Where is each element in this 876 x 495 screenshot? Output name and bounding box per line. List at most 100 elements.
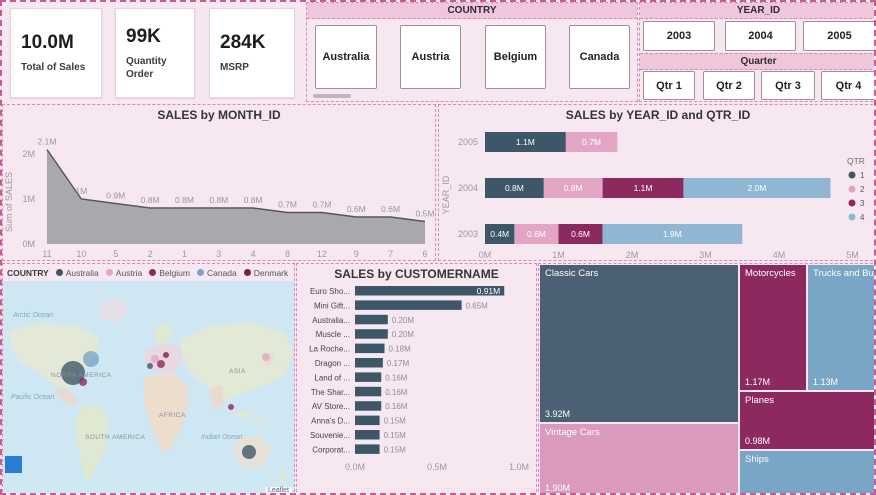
svg-text:0.9M: 0.9M xyxy=(106,191,125,201)
legend-swatch-q3[interactable] xyxy=(848,199,856,207)
customer-bar-chart[interactable]: Euro Sho... 0.91M Mini Gift... 0.65M Austral… xyxy=(297,281,536,493)
country-slicer-header: COUNTRY xyxy=(307,3,637,19)
customer-bar-11[interactable] xyxy=(355,444,380,454)
svg-text:0.18M: 0.18M xyxy=(389,345,412,354)
bar-segment-2003-q1[interactable] xyxy=(485,224,515,244)
customer-bar-10[interactable] xyxy=(355,430,380,440)
map-bubble[interactable] xyxy=(147,363,153,369)
map-bubble[interactable] xyxy=(61,361,85,385)
country-option-austria[interactable]: Austria xyxy=(400,25,461,89)
treemap-block-ships[interactable]: Ships xyxy=(740,451,874,493)
customer-bar-5[interactable] xyxy=(355,358,383,368)
country-option-canada[interactable]: Canada xyxy=(569,25,630,89)
svg-text:2: 2 xyxy=(148,249,153,259)
customer-bar-9[interactable] xyxy=(355,415,380,426)
map-bubble[interactable] xyxy=(228,404,234,410)
legend-item-label: Australia xyxy=(65,267,99,278)
month-sales-area-chart[interactable]: Sum of SALES 0M 1M 2M2.1M 11 1M 10 0.9M 5 0.8M 2 0.… xyxy=(3,122,435,261)
svg-text:0.17M: 0.17M xyxy=(387,359,410,368)
svg-text:0.91M: 0.91M xyxy=(477,286,501,296)
bar-segment-2004-q3[interactable] xyxy=(602,178,684,198)
svg-text:8: 8 xyxy=(285,249,290,259)
year-option-2005[interactable]: 2005 xyxy=(803,21,874,51)
country-option-australia[interactable]: Australia xyxy=(315,25,377,89)
svg-text:2005: 2005 xyxy=(458,137,478,147)
svg-text:0.8M: 0.8M xyxy=(175,195,194,205)
legend-item-canada[interactable]: Canada xyxy=(196,268,237,278)
map-bubble[interactable] xyxy=(242,445,256,459)
quarter-option-qtr-3[interactable]: Qtr 3 xyxy=(761,71,815,100)
area-series[interactable] xyxy=(47,149,425,245)
svg-text:0.5M: 0.5M xyxy=(416,209,435,219)
map-logo-tile xyxy=(5,456,22,473)
bar-segment-2003-q2[interactable] xyxy=(514,224,559,244)
bar-segment-2003-q3[interactable] xyxy=(558,224,603,244)
svg-text:2003: 2003 xyxy=(458,229,478,239)
svg-text:0.0M: 0.0M xyxy=(345,462,365,472)
customer-bar-4[interactable] xyxy=(355,343,385,354)
svg-text:0.8M: 0.8M xyxy=(505,183,524,193)
world-map[interactable]: NORTH AMERICA SOUTH AMERICA AFRICA ASIA Arct… xyxy=(3,281,294,495)
legend-item-belgium[interactable]: Belgium xyxy=(149,268,190,278)
treemap-block-trucks-and-bu-[interactable]: Trucks and Bu... 1.13M xyxy=(808,265,874,390)
legend-item-label: Belgium xyxy=(159,267,190,278)
svg-text:Euro Sho...: Euro Sho... xyxy=(310,287,350,296)
bar-segment-2004-q4[interactable] xyxy=(683,178,831,198)
bar-segment-2005-q2[interactable] xyxy=(565,132,618,152)
svg-text:12: 12 xyxy=(317,249,327,259)
legend-swatch-q1[interactable] xyxy=(848,171,856,179)
svg-text:2M: 2M xyxy=(22,149,35,159)
svg-text:0.7M: 0.7M xyxy=(278,200,297,210)
map-bubble[interactable] xyxy=(157,360,165,368)
map-panel: COUNTRY Australia Austria Belgium Canada Denm… xyxy=(2,263,295,495)
treemap-value: 0.98M xyxy=(745,436,771,446)
year-option-2003[interactable]: 2003 xyxy=(643,21,715,51)
continents xyxy=(9,299,293,483)
customer-sales-chart-panel: SALES by CUSTOMERNAME Euro Sho... 0.91M Mi… xyxy=(296,263,537,493)
legend-item-australia[interactable]: Australia xyxy=(55,267,99,278)
legend-item-austria[interactable]: Austria xyxy=(105,267,143,278)
legend-item-label: Austria xyxy=(115,267,143,278)
customer-bar-1[interactable] xyxy=(355,300,462,310)
legend-swatch-q2[interactable] xyxy=(848,185,856,193)
map-bubble[interactable] xyxy=(83,351,99,367)
map-bubble[interactable] xyxy=(151,355,159,363)
map-bubble[interactable] xyxy=(262,353,270,361)
quarter-option-qtr-4[interactable]: Qtr 4 xyxy=(821,71,874,100)
bar-segment-2004-q2[interactable] xyxy=(543,178,603,198)
quarter-option-qtr-2[interactable]: Qtr 2 xyxy=(703,71,755,100)
treemap-block-classic-cars[interactable]: Classic Cars 3.92M xyxy=(540,265,738,422)
svg-text:5M: 5M xyxy=(846,250,859,260)
customer-bar-7[interactable] xyxy=(355,386,382,397)
country-option-belgium[interactable]: Belgium xyxy=(485,25,546,89)
svg-text:0.65M: 0.65M xyxy=(466,301,489,310)
treemap-block-vintage-cars[interactable]: Vintage Cars 1.90M xyxy=(540,424,738,493)
legend-swatch-q4[interactable] xyxy=(848,213,856,221)
year-quarter-slicer: YEAR_ID Quarter 2003 2004 2005 Qtr 1 Qtr 2 Qt… xyxy=(639,2,874,102)
customer-bar-3[interactable] xyxy=(355,329,388,339)
year-option-2004[interactable]: 2004 xyxy=(725,21,796,51)
customer-bar-6[interactable] xyxy=(355,372,382,382)
year-qtr-stacked-bar-chart[interactable]: YEAR_ID 0M 1M 2M 3M 4M 5M 2005 1.1M 0.7M 2004 0.8M 0… xyxy=(439,122,876,261)
treemap-block-planes[interactable]: Planes 0.98M xyxy=(740,392,874,449)
quarter-option-qtr-1[interactable]: Qtr 1 xyxy=(643,71,695,100)
svg-text:Australia...: Australia... xyxy=(312,316,350,325)
svg-text:SOUTH AMERICA: SOUTH AMERICA xyxy=(85,434,145,441)
horizontal-scrollbar[interactable] xyxy=(313,94,351,98)
svg-text:0.16M: 0.16M xyxy=(385,388,408,397)
bar-segment-2003-q4[interactable] xyxy=(602,224,743,244)
map-bubble[interactable] xyxy=(79,378,87,386)
svg-text:1: 1 xyxy=(182,249,187,259)
legend-item-denmark[interactable]: Denmark xyxy=(243,268,288,278)
map-bubble[interactable] xyxy=(163,352,169,358)
svg-text:ASIA: ASIA xyxy=(229,368,246,375)
customer-bar-2[interactable] xyxy=(355,314,388,325)
map-attribution-link[interactable]: Leaflet xyxy=(264,487,292,493)
bar-segment-2004-q1[interactable] xyxy=(485,178,544,198)
svg-text:0.7M: 0.7M xyxy=(582,137,601,147)
bar-segment-2005-q1[interactable] xyxy=(485,132,566,152)
svg-text:NORTH AMERICA: NORTH AMERICA xyxy=(51,372,112,379)
customer-bar-0[interactable] xyxy=(355,286,505,296)
treemap-block-motorcycles[interactable]: Motorcycles 1.17M xyxy=(740,265,806,390)
customer-bar-8[interactable] xyxy=(355,401,382,411)
